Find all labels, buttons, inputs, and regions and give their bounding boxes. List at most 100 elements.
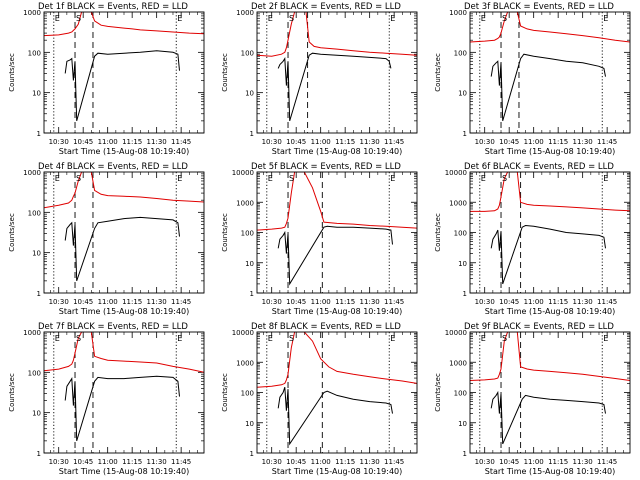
x-tick-label: 10:30 <box>49 138 69 146</box>
x-tick-label: 11:30 <box>573 458 593 466</box>
x-tick-label: 10:30 <box>262 458 282 466</box>
plot-frame <box>256 11 418 134</box>
chart-panel-5: Det 5f BLACK = Events, RED = LLD Counts/s… <box>221 162 418 316</box>
plot-frame <box>469 11 631 134</box>
events-series-line <box>277 225 393 286</box>
x-tick-label: 11:45 <box>171 138 191 146</box>
events-series-line <box>64 50 180 122</box>
y-tick-label: 1000 <box>449 359 467 367</box>
x-tick-label: 10:45 <box>499 138 519 146</box>
x-tick-label: 11:30 <box>360 298 380 306</box>
marker-e: E <box>177 174 182 183</box>
events-series-line <box>490 224 606 285</box>
panel-title: Det 8f BLACK = Events, RED = LLD <box>251 322 401 332</box>
y-tick-label: 10000 <box>445 329 467 337</box>
events-series-line <box>64 375 180 442</box>
x-axis-label: Start Time (15-Aug-08 10:19:40) <box>59 307 190 316</box>
panel-title: Det 7f BLACK = Events, RED = LLD <box>38 322 188 332</box>
x-axis-label: Start Time (15-Aug-08 10:19:40) <box>59 147 190 156</box>
lld-series-line <box>470 172 630 212</box>
x-tick-label: 11:30 <box>360 458 380 466</box>
y-axis-label: Counts/sec <box>221 373 229 412</box>
y-tick-label: 10 <box>458 260 467 268</box>
lld-series-line <box>44 172 204 209</box>
y-tick-label: 1000 <box>23 329 41 337</box>
x-tick-label: 10:45 <box>73 298 93 306</box>
marker-e: E <box>603 174 608 183</box>
x-tick-label: 11:15 <box>122 458 142 466</box>
y-tick-label: 1 <box>250 130 254 138</box>
y-axis-label: Counts/sec <box>434 373 442 412</box>
y-tick-label: 1 <box>463 450 467 458</box>
x-tick-label: 11:00 <box>98 298 118 306</box>
x-tick-label: 10:45 <box>73 458 93 466</box>
lld-series-line <box>257 172 417 231</box>
y-tick-label: 1 <box>463 290 467 298</box>
x-tick-label: 10:30 <box>475 298 495 306</box>
y-axis-label: Counts/sec <box>434 53 442 92</box>
marker-e: E <box>177 14 182 23</box>
y-tick-label: 100 <box>241 390 254 398</box>
y-tick-label: 1 <box>250 450 254 458</box>
marker-s: S <box>502 174 507 183</box>
y-tick-label: 100 <box>454 230 467 238</box>
x-tick-label: 11:30 <box>147 138 167 146</box>
lld-series-line <box>257 332 417 388</box>
y-tick-label: 1000 <box>23 169 41 177</box>
x-tick-label: 11:15 <box>122 298 142 306</box>
x-tick-label: 11:30 <box>360 138 380 146</box>
lld-series-line <box>257 12 417 57</box>
y-tick-label: 1000 <box>23 9 41 17</box>
x-tick-label: 11:45 <box>171 458 191 466</box>
events-series-line <box>490 390 606 445</box>
x-tick-label: 10:30 <box>49 458 69 466</box>
y-tick-label: 100 <box>28 369 41 377</box>
plot-frame <box>256 331 418 454</box>
plot-frame <box>43 331 205 454</box>
chart-panel-9: Det 9f BLACK = Events, RED = LLD Counts/s… <box>434 322 631 476</box>
x-tick-label: 11:00 <box>524 298 544 306</box>
chart-panel-1: Det 1f BLACK = Events, RED = LLD Counts/s… <box>8 2 205 156</box>
marker-s: S <box>502 14 507 23</box>
x-axis-label: Start Time (15-Aug-08 10:19:40) <box>485 307 616 316</box>
x-tick-label: 11:30 <box>573 298 593 306</box>
plot-frame <box>469 331 631 454</box>
x-tick-label: 11:45 <box>384 298 404 306</box>
x-tick-label: 11:15 <box>548 458 568 466</box>
x-tick-label: 10:30 <box>475 138 495 146</box>
y-tick-label: 10 <box>245 90 254 98</box>
y-tick-label: 10000 <box>232 169 254 177</box>
panel-title: Det 3f BLACK = Events, RED = LLD <box>464 2 614 12</box>
panel-title: Det 5f BLACK = Events, RED = LLD <box>251 162 401 172</box>
x-tick-label: 11:15 <box>548 298 568 306</box>
marker-s: S <box>289 14 294 23</box>
chart-panel-4: Det 4f BLACK = Events, RED = LLD Counts/s… <box>8 162 205 316</box>
plot-frame <box>256 171 418 294</box>
x-tick-label: 10:45 <box>286 138 306 146</box>
x-tick-label: 11:30 <box>147 298 167 306</box>
lld-series-line <box>470 332 630 381</box>
marker-s: S <box>76 334 81 343</box>
lld-series-line <box>470 12 630 43</box>
x-tick-label: 10:45 <box>499 458 519 466</box>
panel-title: Det 1f BLACK = Events, RED = LLD <box>38 2 188 12</box>
marker-s: S <box>289 334 294 343</box>
plot-frame <box>469 171 631 294</box>
y-tick-label: 10 <box>458 90 467 98</box>
y-axis-label: Counts/sec <box>8 53 16 92</box>
x-axis-label: Start Time (15-Aug-08 10:19:40) <box>272 307 403 316</box>
x-tick-label: 11:15 <box>335 458 355 466</box>
y-axis-label: Counts/sec <box>8 373 16 412</box>
events-series-line <box>277 52 392 122</box>
y-axis-label: Counts/sec <box>8 213 16 252</box>
x-tick-label: 11:15 <box>335 138 355 146</box>
y-tick-label: 100 <box>454 390 467 398</box>
marker-e: E <box>603 14 608 23</box>
y-tick-label: 1 <box>37 450 41 458</box>
panel-title: Det 2f BLACK = Events, RED = LLD <box>251 2 401 12</box>
marker-e: E <box>55 174 60 183</box>
marker-e: E <box>481 14 486 23</box>
y-tick-label: 1000 <box>449 9 467 17</box>
marker-e: E <box>268 14 273 23</box>
